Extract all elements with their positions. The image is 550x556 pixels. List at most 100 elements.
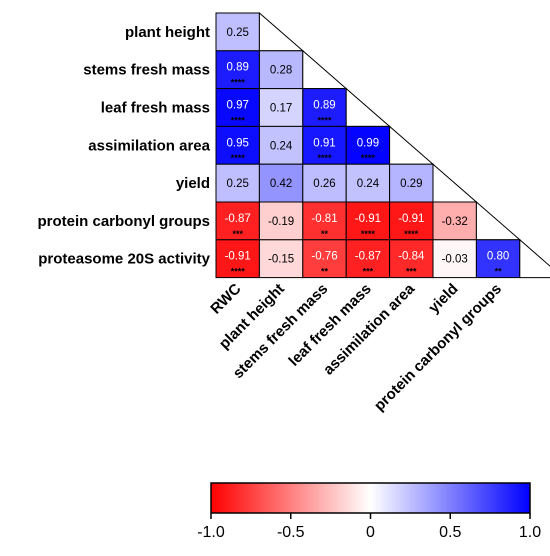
heatmap-cell: -0.81 **	[302, 201, 347, 241]
heatmap-cell: 0.80 **	[475, 239, 521, 279]
heatmap-cell: 0.24	[345, 163, 391, 203]
cell-value: 0.80	[487, 251, 509, 263]
cell-significance: ****	[231, 153, 246, 163]
cell-value: -0.19	[268, 216, 294, 228]
cell-significance: ***	[363, 267, 374, 277]
heatmap-cell: -0.91 ****	[345, 201, 391, 241]
cell-significance: ****	[231, 267, 246, 277]
heatmap-cell: 0.95 ****	[215, 125, 260, 165]
heatmap-cell: 0.17	[258, 88, 304, 127]
row-label: proteasome 20S activity	[38, 251, 210, 268]
cell-rect	[389, 201, 434, 241]
heatmap-cell: -0.91 ****	[389, 201, 434, 241]
colorbar-tick-label: -1.0	[197, 524, 225, 541]
heatmap-cell: -0.76 **	[302, 239, 347, 279]
cell-value: 0.95	[227, 137, 249, 149]
heatmap-cell: 0.26	[302, 163, 347, 203]
cell-value: 0.99	[357, 137, 379, 149]
diagonal-cell	[389, 125, 435, 165]
cell-significance: **	[321, 267, 329, 277]
column-label: RWC	[207, 280, 244, 317]
cell-value: -0.84	[398, 251, 425, 263]
cell-rect	[302, 88, 347, 127]
heatmap-cell: 0.28	[258, 50, 304, 90]
heatmap-cells: 0.250.89****0.280.97****0.17 0.89****0.95…	[215, 11, 550, 279]
diagonal-cell	[432, 163, 478, 203]
heatmap-cell: 0.25	[215, 12, 260, 52]
row-label: leaf fresh mass	[101, 100, 210, 117]
cell-rect	[215, 50, 260, 90]
heatmap-cell: 0.89 ****	[215, 50, 260, 90]
heatmap-cell: -0.84 ***	[389, 239, 434, 279]
cell-value: -0.76	[311, 251, 337, 263]
cell-value: 0.89	[313, 100, 335, 112]
cell-value: 0.17	[270, 103, 292, 115]
cell-value: 0.24	[357, 178, 380, 190]
cell-value: -0.91	[355, 213, 381, 225]
row-label: yield	[176, 175, 210, 192]
cell-value: -0.91	[398, 213, 424, 225]
cell-rect	[345, 201, 391, 241]
diagonal-cell	[519, 238, 550, 279]
row-labels: plant height stems fresh mass leaf fresh m…	[37, 24, 210, 268]
heatmap-cell: -0.32	[432, 201, 477, 241]
diagonal-cell	[302, 49, 348, 90]
cell-significance: **	[495, 267, 503, 277]
colorbar-tick-label: -0.5	[277, 524, 305, 541]
diagonal-cell	[345, 87, 391, 127]
cell-rect	[345, 163, 391, 203]
cell-value: 0.26	[313, 178, 335, 190]
colorbar-tick-label: 0	[366, 524, 375, 541]
cell-rect	[258, 201, 304, 241]
heatmap-cell: 0.24	[258, 125, 304, 165]
cell-rect	[258, 239, 304, 279]
heatmap-cell: 0.42	[258, 163, 304, 203]
cell-value: 0.25	[227, 178, 249, 190]
cell-value: -0.91	[225, 251, 251, 263]
row-label: stems fresh mass	[83, 62, 210, 79]
cell-rect	[215, 239, 260, 279]
cell-significance: ****	[317, 153, 332, 163]
cell-value: -0.15	[268, 254, 294, 266]
heatmap-cell: -0.19	[258, 201, 304, 241]
colorbar-tick-label: 0.5	[439, 524, 461, 541]
heatmap-cell: 0.97 ****	[215, 88, 260, 127]
cell-rect	[215, 12, 260, 52]
heatmap-cell: -0.03	[432, 239, 477, 279]
cell-rect	[432, 201, 477, 241]
heatmap-cell: -0.87 ***	[345, 239, 391, 279]
cell-value: 0.29	[400, 178, 422, 190]
cell-significance: ****	[361, 229, 376, 239]
heatmap-cell: 0.89 ****	[302, 88, 347, 127]
cell-value: 0.97	[227, 100, 249, 112]
diagonal-cell	[258, 11, 305, 52]
cell-value: 0.24	[270, 140, 293, 152]
row-label: plant height	[125, 24, 210, 41]
cell-significance: ****	[361, 153, 376, 163]
cell-rect	[302, 201, 347, 241]
cell-rect	[345, 125, 391, 165]
cell-significance: ****	[317, 115, 332, 125]
cell-rect	[215, 201, 260, 241]
cell-significance: ***	[232, 229, 243, 239]
heatmap-cell: -0.91 ****	[215, 239, 260, 279]
heatmap-cell: -0.87 ***	[215, 201, 260, 241]
cell-significance: ****	[231, 115, 246, 125]
heatmap-cell: 0.29	[389, 163, 434, 203]
column-label: yield	[425, 280, 461, 316]
heatmap-cell: 0.91 ****	[302, 125, 347, 165]
heatmap-cell: -0.15	[258, 239, 304, 279]
cell-significance: ****	[231, 78, 246, 88]
cell-value: 0.89	[227, 62, 249, 74]
cell-value: 0.91	[313, 137, 335, 149]
cell-value: -0.87	[225, 213, 251, 225]
colorbar-gradient	[210, 482, 531, 514]
diagonal-cell	[475, 200, 522, 241]
cell-value: -0.03	[442, 254, 468, 266]
heatmap-cell: 0.99 ****	[345, 125, 391, 165]
colorbar-tick-label: 1.0	[519, 524, 541, 541]
colorbar-ticks: -1.0 -0.5 0 0.5 1.0	[197, 513, 541, 541]
colorbar: -1.0 -0.5 0 0.5 1.0	[197, 482, 541, 541]
cell-rect	[432, 239, 477, 279]
cell-significance: ****	[404, 229, 419, 239]
